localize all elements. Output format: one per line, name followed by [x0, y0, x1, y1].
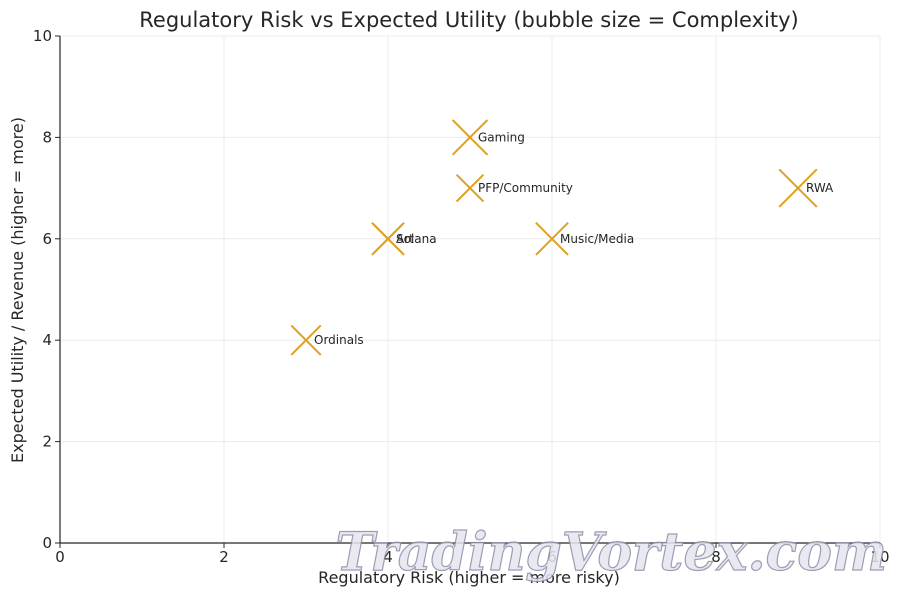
- data-point-marker: [451, 119, 489, 156]
- marker-stroke: [372, 223, 404, 255]
- marker-stroke: [455, 173, 485, 203]
- x-tick-label: 6: [547, 548, 557, 566]
- marker-stroke: [290, 324, 322, 356]
- data-point-marker: [290, 324, 322, 356]
- data-points: [290, 119, 818, 356]
- x-tick-label: 8: [711, 548, 721, 566]
- x-tick-label: 0: [55, 548, 65, 566]
- data-point-label: Art: [396, 232, 414, 246]
- y-axis-label: Expected Utility / Revenue (higher = mor…: [8, 117, 27, 463]
- marker-stroke: [535, 221, 569, 256]
- y-tick-label: 4: [42, 331, 52, 349]
- x-tick-label: 2: [219, 548, 229, 566]
- marker-stroke: [778, 168, 818, 208]
- x-axis-label: Regulatory Risk (higher = more risky): [318, 568, 620, 587]
- y-axis-ticks: 0 2 4 6 8 10: [33, 27, 60, 552]
- x-tick-label: 10: [870, 548, 889, 566]
- watermark-text: TradingVortex.com: [335, 522, 887, 583]
- y-tick-label: 10: [33, 27, 52, 45]
- grid-lines: [60, 35, 881, 543]
- chart-title: Regulatory Risk vs Expected Utility (bub…: [139, 8, 798, 32]
- data-point-marker: [535, 221, 569, 256]
- data-point-label: RWA: [806, 181, 834, 195]
- marker-stroke: [451, 119, 489, 156]
- y-tick-label: 2: [42, 433, 52, 451]
- data-point-marker: [455, 173, 485, 203]
- x-axis-ticks: 0 2 4 6 8 10: [55, 543, 890, 566]
- data-point-marker: [778, 168, 818, 208]
- data-point-label: PFP/Community: [478, 181, 573, 195]
- y-tick-label: 6: [42, 230, 52, 248]
- axes: [59, 36, 880, 544]
- data-point-label: Solana: [396, 232, 437, 246]
- data-point-label: Gaming: [478, 130, 525, 144]
- x-tick-label: 4: [383, 548, 393, 566]
- data-point-label: Ordinals: [314, 333, 364, 347]
- y-tick-label: 0: [42, 534, 52, 552]
- data-point-label: Music/Media: [560, 232, 634, 246]
- y-tick-label: 8: [42, 128, 52, 146]
- data-point-marker: [372, 223, 404, 255]
